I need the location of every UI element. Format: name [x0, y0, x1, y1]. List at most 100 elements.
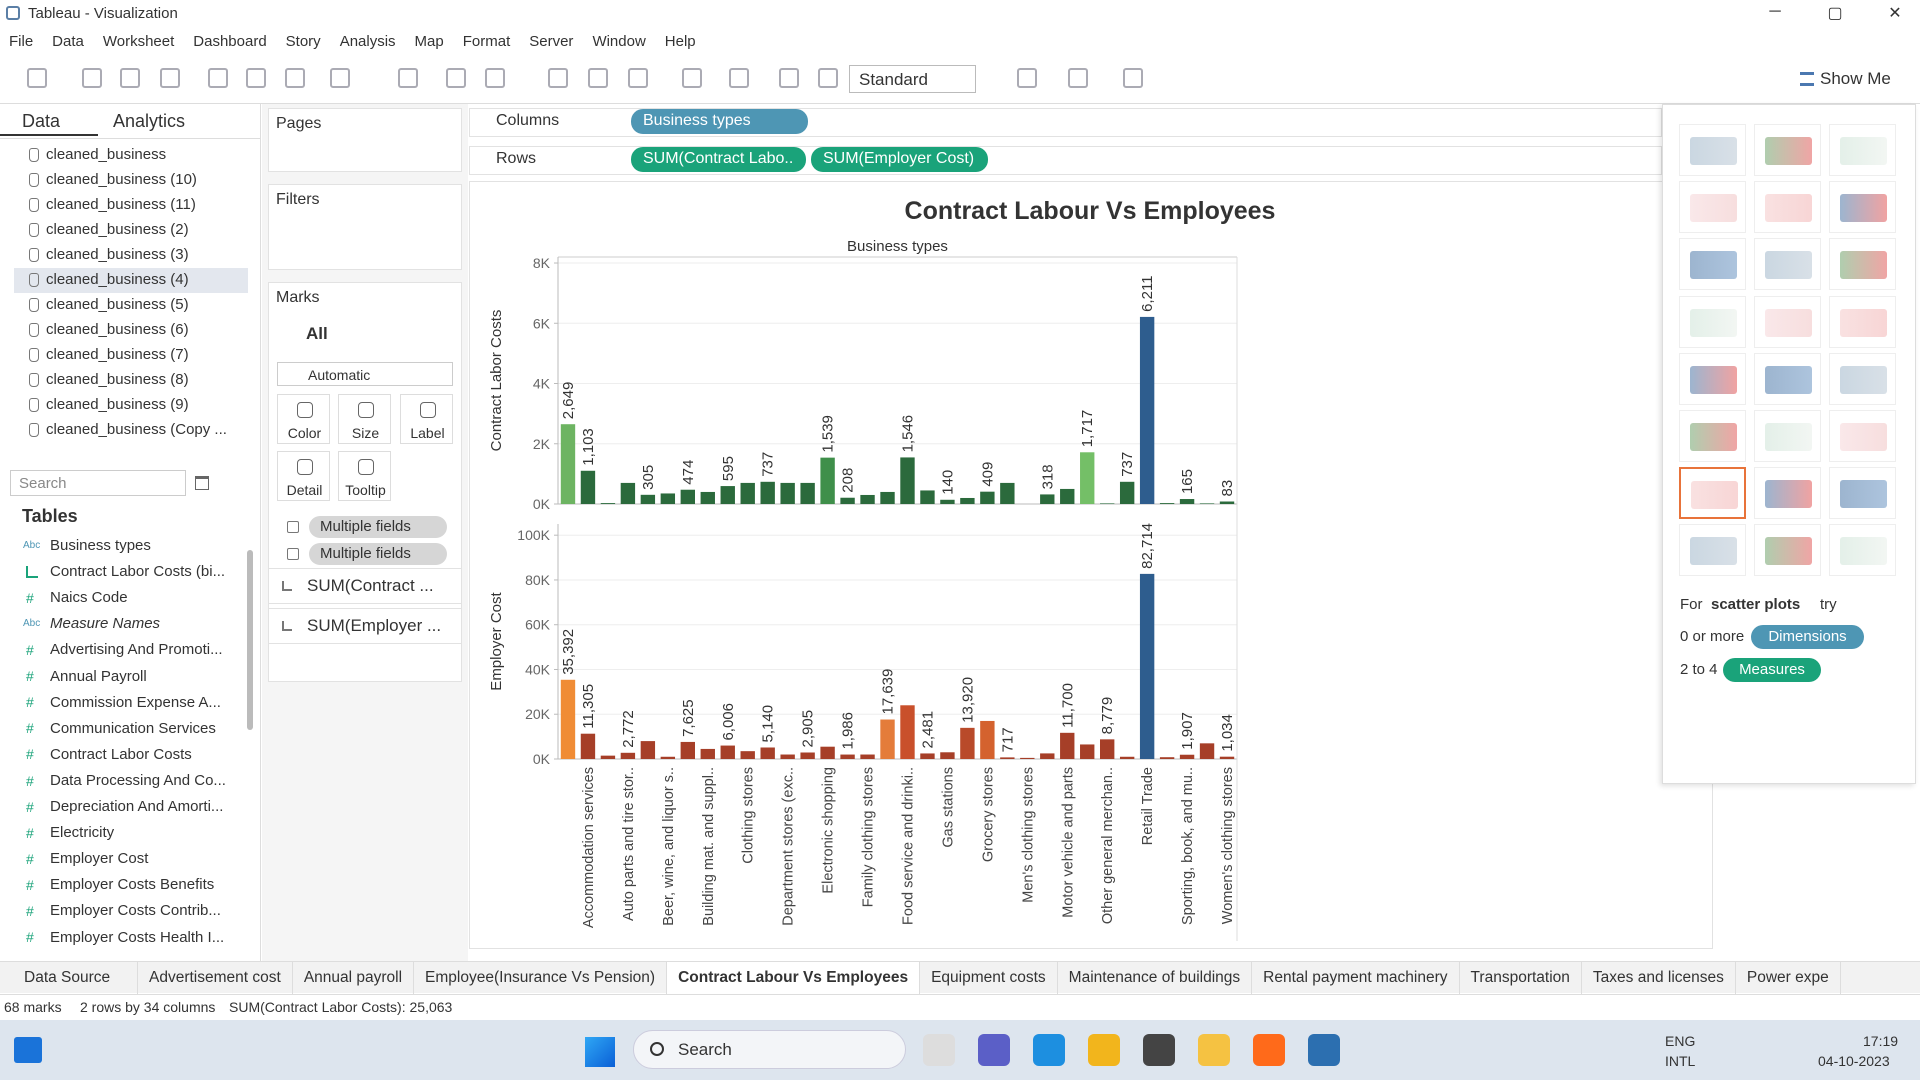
data-source[interactable]: cleaned_business (Copy ...	[46, 421, 227, 438]
sheet-tab[interactable]: Maintenance of buildings	[1058, 961, 1253, 994]
chart-type-thumbnail[interactable]	[1829, 524, 1896, 577]
data-source[interactable]: cleaned_business (10)	[46, 171, 197, 188]
field-pill[interactable]: Multiple fields	[309, 516, 447, 538]
toolbar-icon[interactable]	[682, 68, 702, 88]
sheet-tab[interactable]: Contract Labour Vs Employees	[667, 961, 921, 994]
field[interactable]: Employer Costs Benefits	[50, 876, 215, 894]
chart-type-thumbnail[interactable]	[1754, 467, 1821, 520]
toolbar-icon[interactable]	[330, 68, 350, 88]
chart-type-thumbnail[interactable]	[1829, 238, 1896, 291]
data-source[interactable]: cleaned_business (8)	[46, 371, 189, 388]
toolbar-icon[interactable]	[285, 68, 305, 88]
chart-type-thumbnail[interactable]	[1829, 124, 1896, 176]
field[interactable]: Depreciation And Amorti...	[50, 798, 224, 815]
chart-type-thumbnail[interactable]	[1679, 410, 1746, 462]
toolbar-icon[interactable]	[398, 68, 418, 88]
measure-card[interactable]	[268, 568, 462, 604]
menu-item[interactable]: Help	[664, 32, 696, 50]
window-control[interactable]: ─	[1769, 3, 1781, 20]
chart-type-thumbnail[interactable]	[1679, 524, 1746, 577]
data-source[interactable]: cleaned_business (7)	[46, 346, 189, 363]
shelf-pill[interactable]: SUM(Contract Labo..	[631, 147, 806, 172]
data-tab[interactable]: Data	[22, 111, 61, 132]
chart-type-thumbnail[interactable]	[1679, 124, 1746, 176]
chart-type-thumbnail[interactable]	[1679, 467, 1746, 520]
chart-type-thumbnail[interactable]	[1754, 181, 1821, 234]
mark-button[interactable]: Label	[400, 394, 453, 444]
taskbar-app[interactable]	[1253, 1034, 1285, 1066]
sheet-tab[interactable]: Advertisement cost	[138, 961, 293, 994]
field[interactable]: Advertising And Promoti...	[50, 641, 223, 659]
chart-type-thumbnail[interactable]	[1754, 352, 1821, 405]
menu-item[interactable]: Format	[462, 32, 511, 50]
window-control[interactable]: ▢	[1827, 5, 1843, 22]
sheet-tab[interactable]: Rental payment machinery	[1252, 961, 1460, 994]
field[interactable]: Contract Labor Costs	[50, 745, 192, 763]
toolbar-icon[interactable]	[82, 68, 102, 88]
search-box[interactable]: Search	[10, 470, 186, 496]
toolbar-icon[interactable]	[120, 68, 140, 88]
menu-item[interactable]: Server	[529, 32, 574, 50]
field[interactable]: Contract Labor Costs (bi...	[50, 563, 226, 581]
field[interactable]: Business types	[50, 537, 151, 554]
chart-type-thumbnail[interactable]	[1754, 410, 1821, 462]
data-source[interactable]: cleaned_business (9)	[46, 396, 189, 413]
toolbar-icon[interactable]	[1123, 68, 1143, 88]
window-control[interactable]: ✕	[1888, 5, 1902, 22]
field[interactable]: Employer Costs Health I...	[50, 928, 225, 946]
sheet-tab[interactable]: Transportation	[1460, 961, 1582, 994]
show-me-button[interactable]: Show Me	[1820, 68, 1891, 88]
data-source[interactable]: cleaned_business (2)	[46, 221, 189, 238]
mark-button[interactable]: Detail	[277, 451, 330, 501]
data-source[interactable]: cleaned_business (6)	[46, 321, 189, 338]
chart-type-thumbnail[interactable]	[1829, 181, 1896, 234]
sheet-tab[interactable]: Annual payroll	[293, 961, 415, 994]
chart-type-thumbnail[interactable]	[1829, 352, 1896, 405]
sheet-tab[interactable]: Equipment costs	[920, 961, 1058, 994]
toolbar-icon[interactable]	[208, 68, 228, 88]
menu-item[interactable]: Story	[285, 32, 321, 50]
taskbar-search[interactable]: Search	[633, 1030, 906, 1069]
analytics-tab[interactable]: Analytics	[113, 111, 186, 132]
mark-button[interactable]: Size	[338, 394, 391, 444]
toolbar-icon[interactable]	[446, 68, 466, 88]
chart-type-thumbnail[interactable]	[1829, 467, 1896, 520]
mark-button[interactable]: Tooltip	[338, 451, 391, 501]
shelf-pill[interactable]: Business types	[631, 109, 808, 134]
toolbar-icon[interactable]	[1017, 68, 1037, 88]
mark-type-dropdown[interactable]: Automatic	[277, 362, 453, 386]
toolbar-icon[interactable]	[1068, 68, 1088, 88]
mark-button[interactable]: Color	[277, 394, 330, 444]
menu-item[interactable]: Dashboard	[193, 32, 267, 50]
sheet-tab[interactable]: Taxes and licenses	[1582, 961, 1736, 994]
taskbar-app[interactable]	[1143, 1034, 1175, 1066]
windows-logo[interactable]	[585, 1037, 615, 1067]
field-pill[interactable]: Multiple fields	[309, 543, 447, 565]
menu-item[interactable]: Data	[52, 32, 84, 50]
chart-type-thumbnail[interactable]	[1679, 295, 1746, 348]
view-size-dropdown[interactable]: Standard	[849, 65, 976, 93]
taskbar-app[interactable]	[1198, 1034, 1230, 1066]
data-source[interactable]: cleaned_business (4)	[46, 271, 189, 288]
chart-type-thumbnail[interactable]	[1754, 524, 1821, 577]
menu-item[interactable]: Map	[414, 32, 444, 50]
taskbar-app[interactable]	[1033, 1034, 1065, 1066]
toolbar-icon[interactable]	[628, 68, 648, 88]
measure-card[interactable]	[268, 608, 462, 644]
menu-item[interactable]: Worksheet	[102, 32, 175, 50]
taskbar-app[interactable]	[923, 1034, 955, 1066]
toolbar-icon[interactable]	[27, 68, 47, 88]
chart-type-thumbnail[interactable]	[1829, 410, 1896, 462]
chart-type-thumbnail[interactable]	[1679, 238, 1746, 291]
data-source[interactable]: cleaned_business (11)	[46, 196, 196, 213]
toolbar-icon[interactable]	[818, 68, 838, 88]
toolbar-icon[interactable]	[485, 68, 505, 88]
toolbar-icon[interactable]	[246, 68, 266, 88]
data-source[interactable]: cleaned_business	[46, 146, 167, 163]
field[interactable]: Naics Code	[50, 589, 128, 607]
chart-type-thumbnail[interactable]	[1679, 352, 1746, 405]
toolbar-icon[interactable]	[588, 68, 608, 88]
chart-type-thumbnail[interactable]	[1754, 124, 1821, 176]
toolbar-icon[interactable]	[779, 68, 799, 88]
chart-type-thumbnail[interactable]	[1754, 238, 1821, 291]
